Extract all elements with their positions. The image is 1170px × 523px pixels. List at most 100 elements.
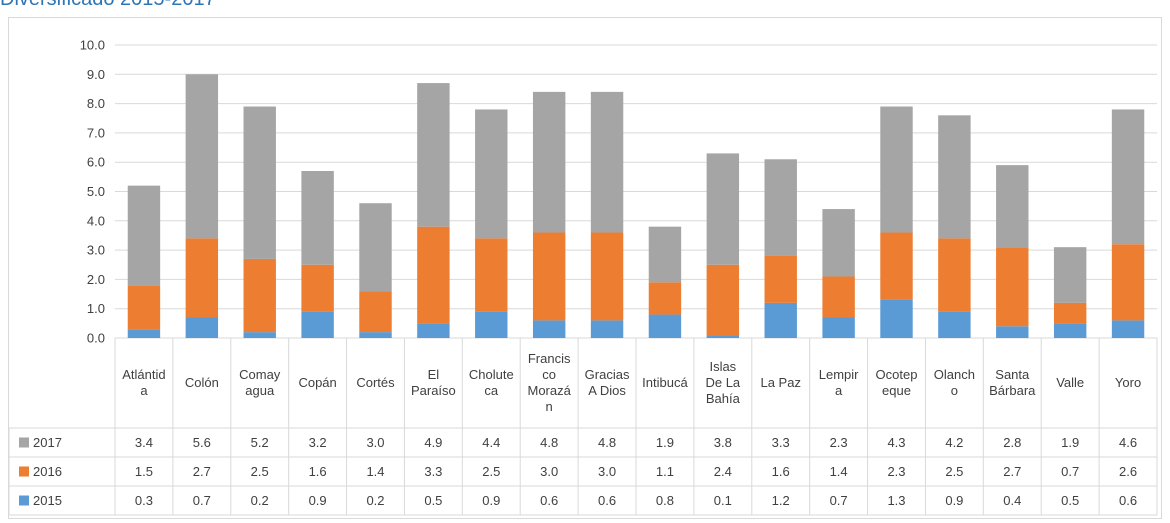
table-cell-value: 3.2: [309, 435, 327, 450]
table-cell-value: 5.6: [193, 435, 211, 450]
y-tick-label: 10.0: [80, 38, 105, 53]
category-label: co: [542, 367, 556, 382]
y-tick-label: 2.0: [87, 272, 105, 287]
page-title: Diversificado 2015-2017: [0, 0, 216, 11]
table-cell-value: 4.9: [424, 435, 442, 450]
bar-segment-2016: [996, 247, 1029, 327]
category-label: a: [140, 383, 148, 398]
bar-segment-2016: [475, 238, 508, 312]
y-tick-label: 5.0: [87, 184, 105, 199]
table-cell-value: 1.6: [772, 464, 790, 479]
table-cell-value: 2.3: [830, 435, 848, 450]
bar-segment-2015: [706, 335, 740, 338]
table-cell-value: 2.7: [193, 464, 211, 479]
bar-segment-2016: [1111, 244, 1145, 321]
bar-segment-2016: [359, 291, 392, 333]
category-label: o: [951, 383, 958, 398]
category-label: Ocotep: [876, 367, 918, 382]
bar-segment-2016: [648, 282, 682, 315]
category-label: Intibucá: [642, 375, 688, 390]
table-cell-value: 0.8: [656, 493, 674, 508]
category-label: agua: [245, 383, 275, 398]
table-cell-value: 3.4: [135, 435, 153, 450]
table-cell-value: 3.8: [714, 435, 732, 450]
table-cell-value: 4.4: [482, 435, 500, 450]
category-label: Bahía: [706, 391, 741, 406]
bar-segment-2015: [127, 329, 161, 338]
bar-segment-2016: [185, 238, 219, 318]
category-label: A Dios: [588, 383, 626, 398]
bar-segment-2017: [1053, 247, 1087, 303]
bar-segment-2016: [706, 264, 740, 336]
category-label: a: [835, 383, 843, 398]
table-cell-value: 2.7: [1003, 464, 1021, 479]
bar-segment-2016: [764, 255, 797, 303]
table-cell-value: 0.6: [1119, 493, 1137, 508]
bar-segment-2017: [1111, 109, 1145, 245]
table-cell-value: 2.3: [887, 464, 905, 479]
bar-segment-2017: [880, 106, 913, 233]
table-cell-value: 0.5: [424, 493, 442, 508]
table-cell-value: 0.6: [540, 493, 558, 508]
table-cell-value: 2.5: [945, 464, 963, 479]
table-cell-value: 0.2: [366, 493, 384, 508]
table-cell-value: 2.6: [1119, 464, 1137, 479]
category-label: Santa: [995, 367, 1030, 382]
bar-segment-2017: [590, 91, 624, 233]
table-cell-value: 0.7: [830, 493, 848, 508]
bar-segment-2015: [764, 302, 797, 338]
bar-segment-2015: [996, 326, 1029, 338]
bar-segment-2017: [764, 159, 797, 256]
category-label: El: [428, 367, 440, 382]
table-cell-value: 5.2: [251, 435, 269, 450]
category-label: Copán: [298, 375, 336, 390]
table-cell-value: 0.4: [1003, 493, 1021, 508]
category-label: Lempir: [819, 367, 859, 382]
bar-segment-2017: [648, 226, 682, 283]
table-cell-value: 1.6: [309, 464, 327, 479]
table-cell-value: 0.9: [309, 493, 327, 508]
table-cell-value: 0.7: [193, 493, 211, 508]
category-label: Cholute: [469, 367, 514, 382]
bar-segment-2017: [532, 91, 566, 233]
table-cell-value: 2.5: [482, 464, 500, 479]
y-tick-label: 4.0: [87, 213, 105, 228]
bar-segment-2016: [822, 276, 855, 318]
bar-segment-2017: [706, 153, 740, 265]
table-cell-value: 3.0: [598, 464, 616, 479]
bar-segment-2015: [938, 311, 971, 338]
table-cell-value: 4.3: [887, 435, 905, 450]
bar-segment-2016: [243, 258, 276, 333]
category-label: Cortés: [356, 375, 395, 390]
bar-segment-2015: [1053, 323, 1087, 338]
bar-segment-2015: [185, 317, 219, 338]
table-cell-value: 3.3: [424, 464, 442, 479]
table-cell-value: 1.9: [656, 435, 674, 450]
table-cell-value: 4.6: [1119, 435, 1137, 450]
table-cell-value: 0.2: [251, 493, 269, 508]
table-cell-value: 0.7: [1061, 464, 1079, 479]
legend-key-2015: [19, 495, 29, 506]
legend-label: 2015: [33, 493, 62, 508]
table-cell-value: 0.9: [945, 493, 963, 508]
stacked-bar-chart: 0.0 1.0 2.0 3.0 4.0 5.0 6.0 7.0 8.0 9.0 10.0 Atlánt…: [9, 38, 1158, 516]
table-cell-value: 4.2: [945, 435, 963, 450]
table-cell-value: 1.1: [656, 464, 674, 479]
category-label: La Paz: [760, 375, 800, 390]
bar-segment-2017: [301, 170, 334, 265]
y-tick-label: 6.0: [87, 155, 105, 170]
bar-segment-2017: [996, 165, 1029, 248]
bar-segment-2015: [301, 311, 334, 338]
bar-segment-2017: [127, 185, 161, 286]
bar-segment-2016: [127, 285, 161, 330]
bar-segment-2015: [359, 332, 392, 338]
category-label: Colón: [185, 375, 219, 390]
category-label: Gracias: [585, 367, 630, 382]
category-label: Yoro: [1115, 375, 1141, 390]
bar-segment-2017: [938, 115, 971, 239]
table-cell-value: 3.0: [366, 435, 384, 450]
table-cell-value: 1.4: [366, 464, 384, 479]
category-label: Bárbara: [989, 383, 1036, 398]
bar-segment-2016: [938, 238, 971, 312]
category-label: Olanch: [934, 367, 975, 382]
